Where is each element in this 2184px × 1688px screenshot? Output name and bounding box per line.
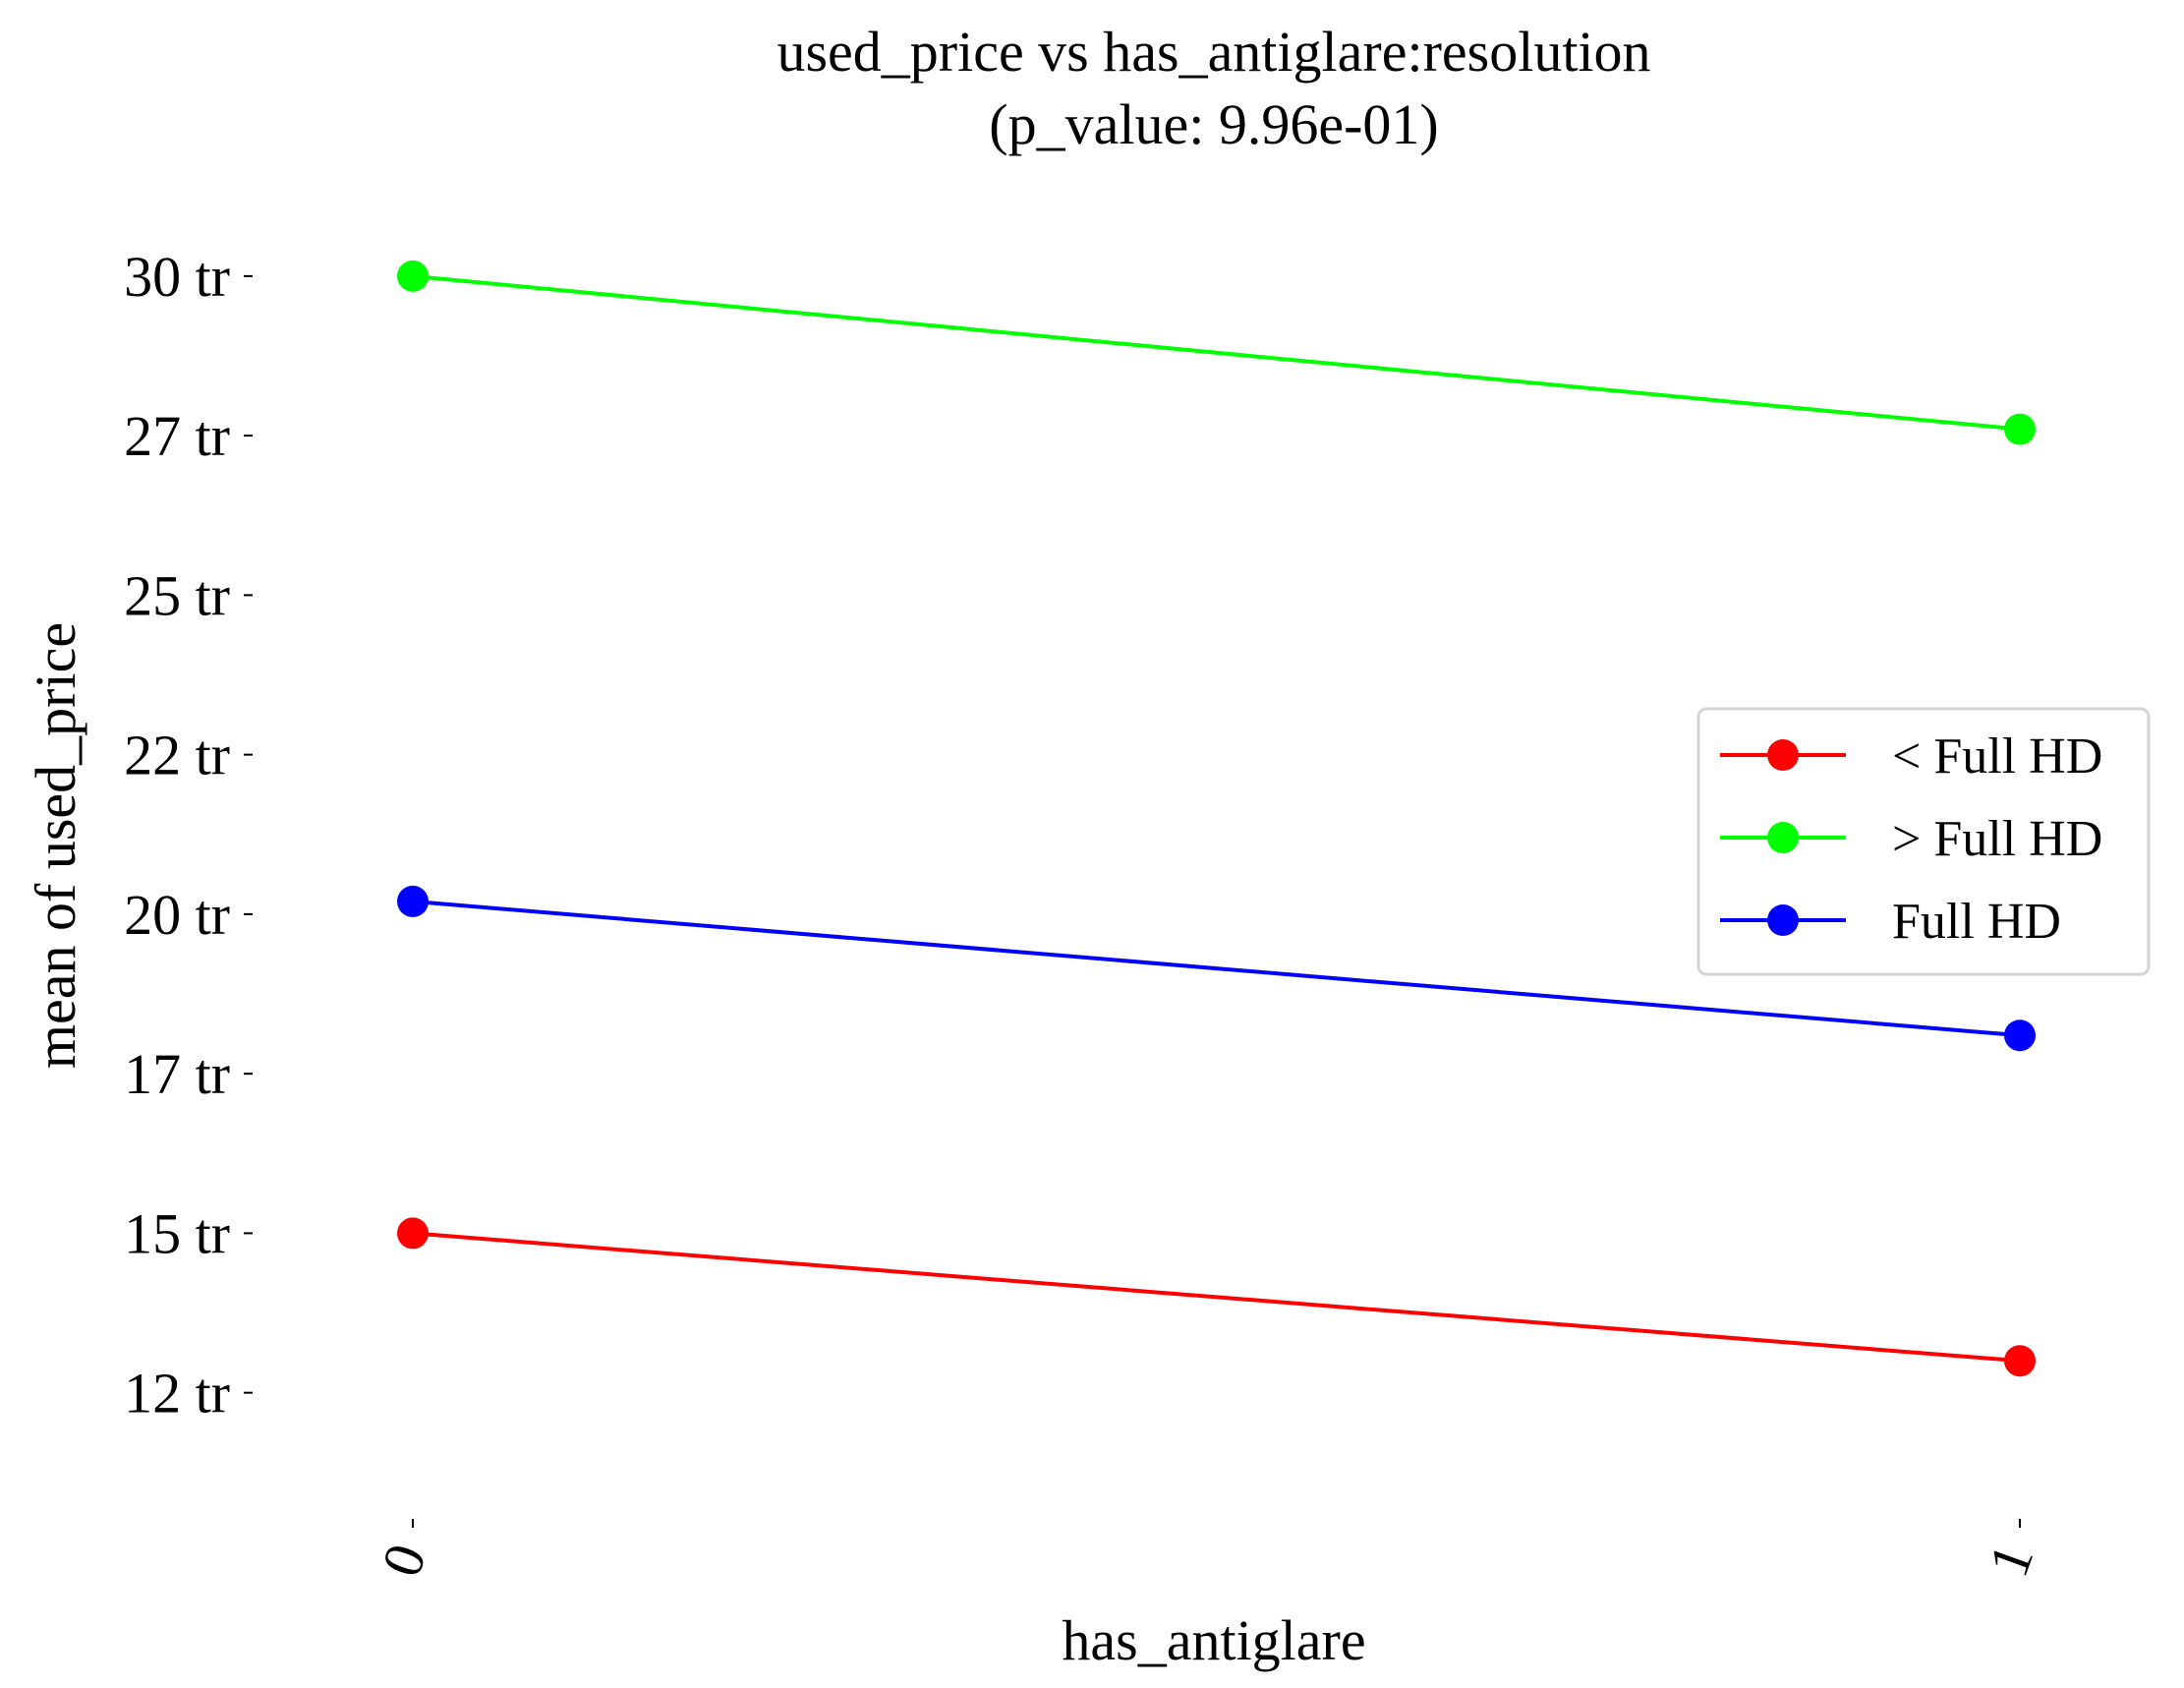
data-point [2004,1019,2036,1052]
chart-subtitle: (p_value: 9.96e-01) [989,92,1438,156]
y-tick-label: 15 tr [124,1201,230,1265]
y-tick-label: 27 tr [124,404,230,468]
legend-label: < Full HD [1892,728,2102,785]
legend: < Full HD > Full HD Full HD [1696,707,2151,976]
legend-label: > Full HD [1892,811,2102,867]
y-tick-label: 17 tr [124,1042,230,1106]
y-tick-label: 25 tr [124,563,230,627]
x-axis-label: has_antiglare [1062,1608,1365,1672]
x-tick-label: 1 [1976,1536,2045,1584]
series-line [412,1231,2021,1364]
y-tick-label: 20 tr [124,883,230,947]
y-tick-label: 12 tr [124,1362,230,1426]
legend-marker [1767,822,1799,853]
series-line [412,273,2021,432]
legend-marker [1767,739,1799,771]
legend-label: Full HD [1892,894,2061,950]
y-axis: 12 tr 15 tr 17 tr 20 tr 22 tr 25 tr 27 tr 30 tr [124,245,253,1426]
y-tick-label: 22 tr [124,724,230,787]
data-point [2004,1345,2036,1377]
legend-marker [1767,904,1799,936]
chart-title: used_price vs has_antiglare:resolution [776,20,1650,84]
plot-series [397,260,2036,1377]
y-axis-label: mean of used_price [24,622,87,1069]
x-tick-label: 0 [369,1536,438,1584]
data-point [397,1217,429,1250]
data-point [397,885,429,917]
legend-frame [1696,707,2151,976]
data-point [2004,413,2036,445]
series-line [412,899,2021,1038]
data-point [397,260,429,292]
y-tick-label: 30 tr [124,245,230,309]
